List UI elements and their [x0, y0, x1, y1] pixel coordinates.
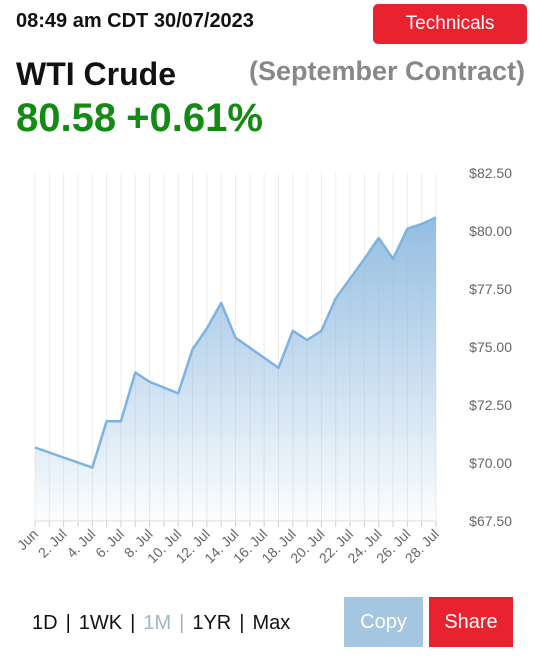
range-max[interactable]: Max — [252, 612, 291, 634]
x-tick-label: 6. Jul — [92, 526, 127, 561]
range-separator: | — [130, 612, 136, 634]
price-line — [34, 216, 437, 469]
y-tick-label: $70.00 — [469, 455, 512, 471]
timestamp: 08:49 am CDT 30/07/2023 — [16, 10, 254, 32]
range-separator: | — [239, 612, 245, 634]
price-row: 80.58 +0.61% — [16, 96, 273, 141]
instrument-title: WTI Crude — [16, 56, 176, 92]
price-change: +0.61% — [126, 96, 263, 140]
range-1wk[interactable]: 1WK — [78, 612, 123, 634]
range-selector: 1D | 1WK | 1M | 1YR | Max — [32, 612, 290, 635]
technicals-button[interactable]: Technicals — [373, 4, 527, 44]
y-axis: $82.50 $80.00 $77.50 $75.00 $72.50 $70.00 $67.… — [469, 165, 512, 529]
copy-button[interactable]: Copy — [344, 597, 423, 647]
range-separator: | — [65, 612, 71, 634]
y-tick-label: $72.50 — [469, 397, 512, 413]
y-tick-label: $77.50 — [469, 281, 512, 297]
range-1d[interactable]: 1D — [32, 612, 58, 634]
price-chart: $82.50 $80.00 $77.50 $75.00 $72.50 $70.00 $67.… — [14, 165, 512, 566]
range-separator: | — [179, 612, 185, 634]
y-tick-label: $80.00 — [469, 223, 512, 239]
x-tick-label: 2. Jul — [35, 526, 70, 561]
price-value: 80.58 — [16, 96, 117, 140]
y-tick-label: $67.50 — [469, 513, 512, 529]
y-tick-label: $82.50 — [469, 165, 512, 181]
x-tick-label: 4. Jul — [63, 526, 98, 561]
range-1m[interactable]: 1M — [143, 612, 172, 634]
range-1yr[interactable]: 1YR — [192, 612, 232, 634]
share-button[interactable]: Share — [429, 597, 513, 647]
y-tick-label: $75.00 — [469, 339, 512, 355]
price-area — [35, 217, 436, 521]
contract-label: (September Contract) — [248, 56, 525, 86]
